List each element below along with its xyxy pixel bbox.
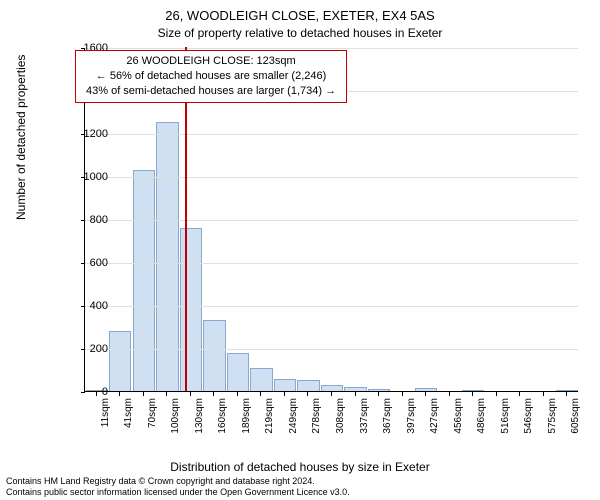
x-tick-mark [472,392,473,396]
x-tick-label: 219sqm [264,398,275,434]
x-tick-label: 100sqm [170,398,181,434]
histogram-bar [227,353,249,391]
x-tick-mark [566,392,567,396]
histogram-bar [344,387,366,391]
y-tick-label: 600 [68,257,108,269]
info-line-2: ← 56% of detached houses are smaller (2,… [86,69,336,84]
x-tick-mark [519,392,520,396]
y-tick-label: 1200 [68,128,108,140]
grid-line [85,349,578,350]
histogram-bar [203,320,225,391]
chart-container: 26, WOODLEIGH CLOSE, EXETER, EX4 5AS Siz… [0,0,600,500]
x-tick-label: 11sqm [100,398,111,427]
histogram-bar [556,390,578,391]
x-axis-label: Distribution of detached houses by size … [0,460,600,474]
x-tick-mark [190,392,191,396]
x-tick-mark [213,392,214,396]
y-tick-label: 1000 [68,171,108,183]
grid-line [85,306,578,307]
grid-line [85,263,578,264]
x-tick-label: 189sqm [241,398,252,434]
x-tick-label: 575sqm [547,398,558,434]
x-tick-label: 160sqm [217,398,228,434]
x-tick-mark [402,392,403,396]
chart-title-main: 26, WOODLEIGH CLOSE, EXETER, EX4 5AS [0,8,600,23]
histogram-bar [109,331,131,391]
y-axis-label: Number of detached properties [14,55,28,220]
y-tick-label: 0 [68,386,108,398]
histogram-bar [133,170,155,391]
x-tick-mark [378,392,379,396]
y-tick-label: 800 [68,214,108,226]
histogram-bar [462,390,484,391]
x-tick-label: 337sqm [359,398,370,434]
footer-line-2: Contains public sector information licen… [6,487,350,498]
x-tick-label: 41sqm [123,398,134,428]
grid-line [85,134,578,135]
x-tick-label: 486sqm [476,398,487,434]
x-tick-mark [237,392,238,396]
histogram-bar [274,379,296,391]
grid-line [85,220,578,221]
x-tick-label: 605sqm [570,398,581,434]
x-tick-label: 70sqm [147,398,158,428]
footer-line-1: Contains HM Land Registry data © Crown c… [6,476,350,487]
x-tick-mark [284,392,285,396]
grid-line [85,177,578,178]
x-tick-mark [119,392,120,396]
histogram-bar [156,122,178,391]
y-tick-label: 400 [68,300,108,312]
x-tick-mark [166,392,167,396]
x-tick-mark [96,392,97,396]
x-tick-label: 367sqm [382,398,393,434]
grid-line [85,48,578,49]
info-line-1: 26 WOODLEIGH CLOSE: 123sqm [86,54,336,69]
x-tick-label: 516sqm [500,398,511,434]
histogram-bar [250,368,272,391]
x-tick-label: 397sqm [406,398,417,434]
x-tick-label: 456sqm [453,398,464,434]
y-tick-label: 200 [68,343,108,355]
x-tick-mark [425,392,426,396]
plot-wrapper: 02004006008001000120014001600 11sqm41sqm… [56,48,578,420]
x-tick-label: 278sqm [311,398,322,434]
x-tick-mark [307,392,308,396]
histogram-bar [415,388,437,391]
x-tick-mark [355,392,356,396]
x-tick-mark [496,392,497,396]
histogram-bar [180,228,202,391]
chart-title-sub: Size of property relative to detached ho… [0,26,600,40]
info-box: 26 WOODLEIGH CLOSE: 123sqm ← 56% of deta… [75,50,347,103]
x-tick-label: 427sqm [429,398,440,434]
info-line-3: 43% of semi-detached houses are larger (… [86,84,336,99]
footer: Contains HM Land Registry data © Crown c… [6,476,350,498]
x-tick-mark [331,392,332,396]
x-tick-label: 308sqm [335,398,346,434]
histogram-bar [368,389,390,391]
histogram-bar [297,380,319,391]
x-tick-label: 546sqm [523,398,534,434]
histogram-bar [321,385,343,391]
x-tick-mark [449,392,450,396]
x-tick-label: 249sqm [288,398,299,434]
x-tick-mark [543,392,544,396]
x-tick-mark [143,392,144,396]
x-tick-label: 130sqm [194,398,205,434]
x-tick-mark [260,392,261,396]
